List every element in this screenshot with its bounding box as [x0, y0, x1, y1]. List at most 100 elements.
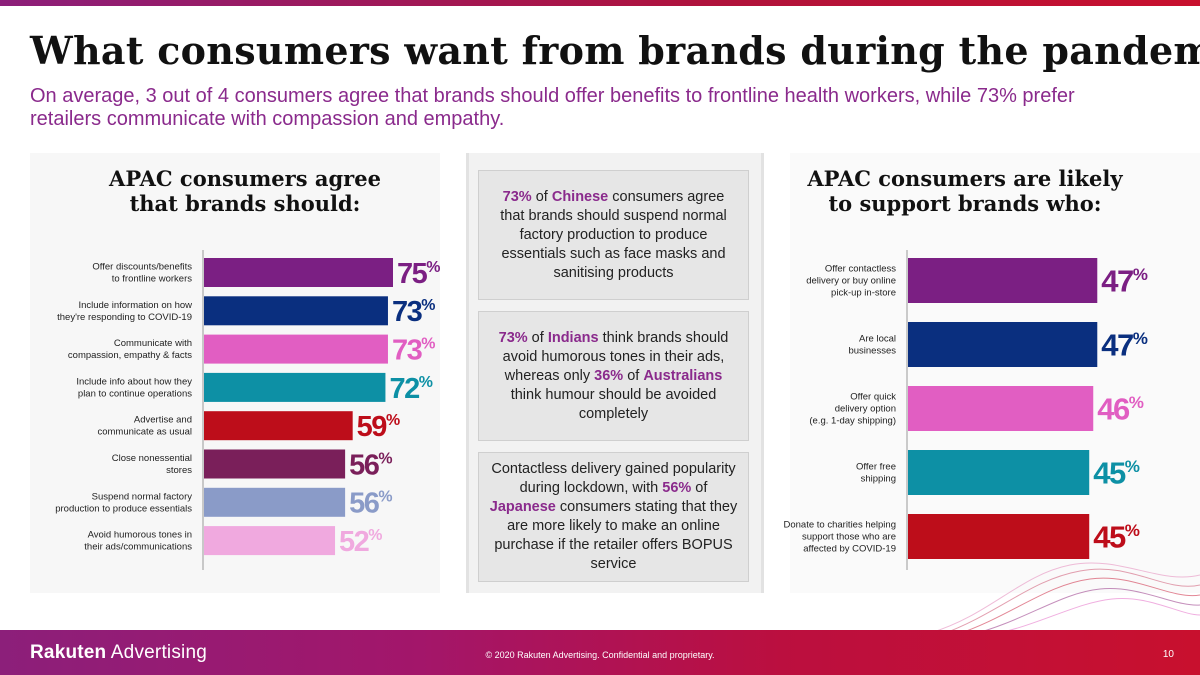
category-label: Communicate with compassion, empathy & fa…: [68, 338, 192, 361]
category-label-line: support those who are: [802, 532, 896, 543]
category-label-line: Offer free: [856, 462, 896, 473]
callout-text-segment: of: [527, 329, 548, 346]
data-label-unit: %: [421, 336, 435, 353]
page-subtitle: On average, 3 out of 4 consumers agree t…: [30, 85, 1075, 130]
category-label-line: Offer quick: [850, 392, 896, 403]
category-label-line: Offer discounts/benefits: [92, 262, 192, 273]
category-label-line: delivery or buy online: [806, 276, 896, 287]
category-label-line: (e.g. 1-day shipping): [809, 416, 896, 427]
callout-text-segment: of: [691, 480, 708, 496]
callout-china-text: 73% of Chinese consumers agree that bran…: [489, 188, 738, 283]
category-label-line: shipping: [861, 474, 896, 485]
top-accent-bar: [0, 0, 1200, 6]
category-label: Avoid humorous tones in their ads/communi…: [84, 530, 192, 553]
data-label-value: 73: [392, 296, 423, 328]
data-label: 56%: [349, 449, 392, 481]
data-label-value: 47: [1101, 264, 1133, 299]
bar: [204, 449, 346, 479]
right-chart-title: APAC consumers are likely to support bra…: [795, 166, 1135, 216]
data-label-value: 56: [349, 449, 380, 481]
callout-text-segment: consumers stating that they are more lik…: [494, 499, 738, 572]
callout-text-segment: of: [531, 188, 552, 205]
bar: [908, 258, 1098, 303]
right-chart-title-line: APAC consumers are likely: [807, 166, 1123, 191]
data-label-value: 75: [397, 258, 428, 290]
bar: [204, 487, 346, 517]
data-label: 45%: [1093, 456, 1139, 491]
callout-text-segment: Contactless delivery gained popularity d…: [491, 461, 736, 496]
category-label-line: production to produce essentials: [55, 503, 192, 514]
category-label-line: communicate as usual: [97, 427, 192, 438]
data-label-unit: %: [419, 374, 433, 391]
data-label-unit: %: [378, 450, 392, 467]
bar: [204, 334, 388, 364]
category-label: Advertise and communicate as usual: [97, 415, 192, 438]
data-label: 47%: [1101, 264, 1147, 299]
callout-japan-text: Contactless delivery gained popularity d…: [489, 460, 738, 574]
callout-text-segment: of: [623, 367, 644, 384]
data-label-value: 46: [1097, 392, 1130, 427]
data-label-value: 47: [1101, 328, 1133, 363]
copyright-notice: © 2020 Rakuten Advertising. Confidential…: [485, 650, 715, 660]
data-label: 73%: [392, 335, 435, 367]
logo-rest: Advertising: [106, 642, 207, 663]
callout-text-segment: think humour should be avoided completel…: [510, 386, 717, 422]
callout-highlight: 73%: [498, 329, 528, 346]
data-label: 45%: [1093, 520, 1139, 555]
page-title: What consumers want from brands during t…: [30, 28, 1200, 73]
data-label-unit: %: [421, 297, 435, 314]
data-label-unit: %: [1125, 521, 1140, 540]
category-label-line: their ads/communications: [84, 542, 192, 553]
category-label-line: pick-up in-store: [831, 288, 896, 299]
data-label-unit: %: [1133, 265, 1148, 284]
data-label-unit: %: [1125, 457, 1140, 476]
data-label-unit: %: [426, 259, 440, 276]
data-label-value: 45: [1093, 456, 1126, 491]
callout-highlight: 73%: [502, 188, 532, 205]
decorative-swirl: [930, 562, 1200, 635]
category-label-line: compassion, empathy & facts: [68, 350, 192, 361]
data-label: 46%: [1097, 392, 1143, 427]
category-label-line: Are local: [859, 334, 896, 345]
data-label-value: 52: [339, 526, 369, 558]
page-number: 10: [1162, 649, 1174, 660]
category-label: Offer quick delivery option (e.g. 1-day sh…: [809, 392, 896, 427]
left-chart-title-line: APAC consumers agree: [109, 166, 381, 191]
category-label: Offer discounts/benefits to frontline wor…: [92, 262, 192, 285]
category-label-line: Communicate with: [114, 338, 192, 349]
logo-bold: Rakuten: [30, 642, 107, 663]
callout-highlight: Indians: [547, 329, 599, 346]
bar: [908, 386, 1094, 431]
bar: [204, 372, 386, 402]
bar: [908, 322, 1098, 367]
data-label-value: 59: [357, 411, 388, 443]
data-label-value: 72: [389, 373, 419, 405]
data-label: 72%: [389, 373, 432, 405]
category-label: Offer contactless delivery or buy online p…: [806, 264, 896, 299]
category-label-line: to frontline workers: [112, 274, 193, 285]
category-label-line: Include information on how: [78, 300, 192, 311]
category-label: Include info about how they plan to conti…: [76, 376, 192, 399]
callout-highlight: 56%: [662, 480, 692, 496]
data-label: 52%: [339, 526, 382, 558]
category-label: Are local businesses: [848, 334, 896, 357]
category-label: Suspend normal factory production to prod…: [55, 491, 192, 514]
category-label-line: Offer contactless: [825, 264, 896, 275]
category-label-line: businesses: [848, 346, 896, 357]
category-label-line: Donate to charities helping: [784, 520, 897, 531]
category-label-line: they're responding to COVID-19: [57, 312, 192, 323]
category-label: Include information on how they're respon…: [57, 300, 192, 323]
callout-highlight: Australians: [643, 367, 723, 384]
left-chart-title: APAC consumers agree that brands should:: [95, 166, 395, 216]
data-label: 47%: [1101, 328, 1147, 363]
category-label-line: Include info about how they: [76, 376, 192, 387]
callout-india-australia-text: 73% of Indians think brands should avoid…: [489, 329, 738, 424]
data-label-unit: %: [378, 489, 392, 506]
category-label-line: Suspend normal factory: [92, 491, 193, 502]
callout-highlight: Chinese: [551, 188, 609, 205]
rakuten-advertising-logo: Rakuten Advertising: [30, 642, 207, 664]
data-label-unit: %: [386, 412, 400, 429]
bar: [204, 526, 336, 556]
data-label: 59%: [357, 411, 400, 443]
bar: [204, 411, 353, 441]
